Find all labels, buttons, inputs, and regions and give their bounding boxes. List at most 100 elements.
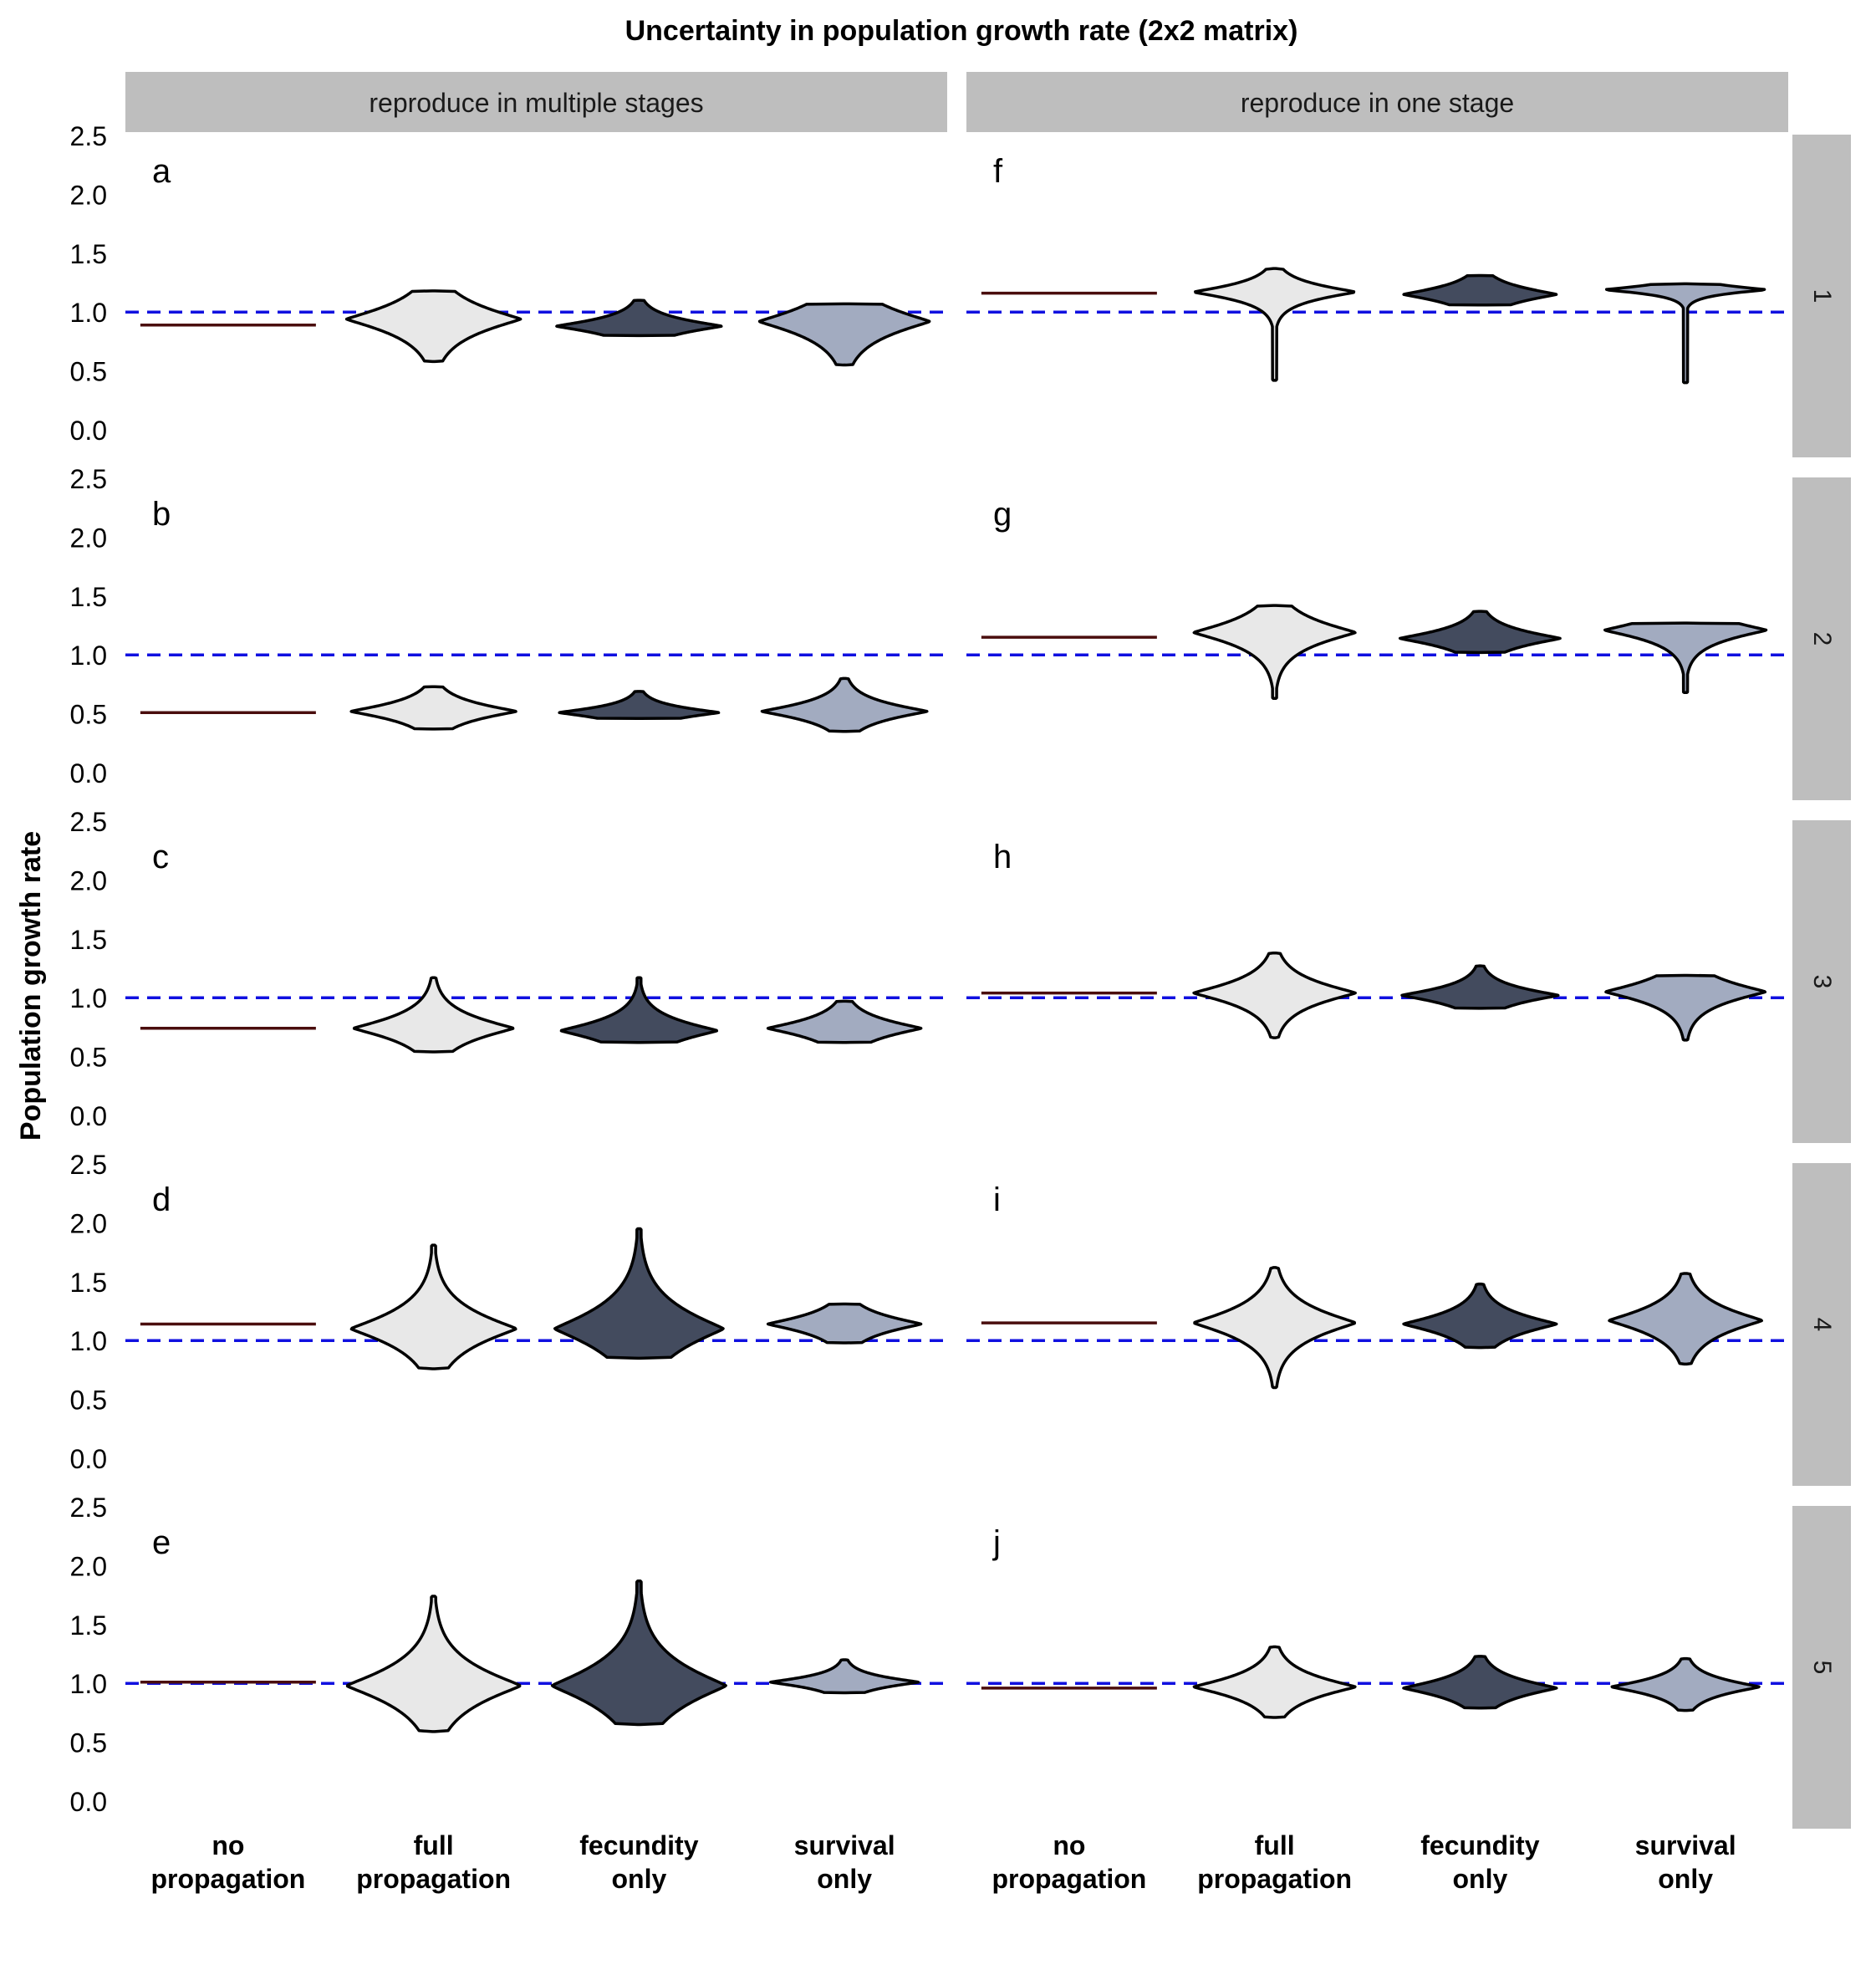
panel-label: b [152,496,171,533]
column-strip [125,72,947,132]
panel-label: f [993,153,1003,190]
row-strip [1792,1506,1851,1829]
x-tick-label: survival only [794,1830,895,1894]
y-tick-label: 0.5 [70,700,107,730]
y-tick-label: 2.0 [70,180,107,210]
violin [760,676,929,733]
violin [1603,621,1768,695]
y-tick-label: 0.5 [70,357,107,387]
violin [344,289,523,364]
chart-panel: a [125,153,947,367]
chart-panel: e [125,1524,947,1733]
violin [1402,1282,1558,1350]
violin [555,299,723,338]
y-tick-label: 1.5 [70,1610,107,1641]
x-tick-line: fecundity [1420,1830,1539,1860]
violin [1192,1645,1357,1719]
x-tick-label: fecundity only [579,1830,698,1894]
y-tick-label: 2.0 [70,523,107,553]
row-strip-label: 3 [1808,975,1836,989]
violin [1192,604,1357,701]
chart-panel: d [125,1181,947,1370]
row-strip-label: 2 [1808,632,1836,646]
y-tick-label: 2.0 [70,865,107,896]
x-tick-label: fecundity only [1420,1830,1539,1894]
y-tick-label: 2.0 [70,1208,107,1238]
x-tick-line: no [1053,1830,1085,1860]
violin [1402,273,1558,307]
violin [1402,1655,1558,1710]
x-tick-line: propagation [150,1864,305,1894]
violin [1193,1266,1357,1390]
violin [349,685,517,731]
y-tick-label: 0.0 [70,758,107,788]
x-tick-line: full [1255,1830,1295,1860]
violin [1192,951,1357,1039]
x-tick-label: full propagation [1197,1830,1352,1894]
x-tick-line: only [611,1864,666,1894]
x-tick-label: survival only [1635,1830,1736,1894]
row-strip [1792,820,1851,1143]
y-tick-label: 2.5 [70,807,107,837]
x-tick-line: full [414,1830,454,1860]
x-tick-line: no [212,1830,244,1860]
chart-title: Uncertainty in population growth rate (2… [625,15,1298,47]
row-strip-label: 4 [1808,1318,1836,1332]
y-tick-label: 1.0 [70,1669,107,1699]
x-axis-labels: no propagation full propagation fecundity onl… [150,1830,1736,1894]
y-axis-label: Population growth rate [15,831,47,1141]
column-strip-label: reproduce in multiple stages [369,88,703,118]
violin [550,1579,727,1727]
y-tick-label: 1.5 [70,925,107,955]
x-tick-line: survival [1635,1830,1736,1860]
y-tick-label: 2.5 [70,121,107,151]
y-tick-label: 1.5 [70,239,107,269]
y-tick-label: 1.0 [70,983,107,1013]
y-tick-label: 1.5 [70,582,107,612]
column-strip-label: reproduce in one stage [1241,88,1514,118]
column-strip [966,72,1788,132]
y-tick-label: 2.0 [70,1551,107,1581]
y-tick-label: 1.0 [70,640,107,671]
chart-panel: f [966,153,1788,385]
y-tick-label: 0.0 [70,416,107,446]
x-tick-line: only [817,1864,872,1894]
violin [558,690,721,720]
violin [1608,1272,1763,1366]
chart-panel: c [125,839,947,1054]
row-strip-label: 5 [1808,1661,1836,1675]
x-tick-line: only [1658,1864,1713,1894]
panel-label: a [152,153,171,190]
violin [766,1302,923,1345]
y-tick-label: 0.5 [70,1728,107,1758]
panel-label: g [993,496,1012,533]
violin [349,1243,517,1370]
violin [1604,282,1766,385]
x-tick-line: propagation [356,1864,511,1894]
y-tick-label: 0.0 [70,1787,107,1817]
violin [768,1658,920,1695]
y-tick-label: 2.5 [70,1493,107,1523]
panel-label: e [152,1524,171,1561]
violin [757,302,931,367]
y-tick-label: 0.5 [70,1043,107,1073]
chart-panel: b [125,496,947,733]
violin [1194,267,1356,382]
x-tick-label: full propagation [356,1830,511,1894]
row-strip-label: 1 [1808,289,1836,304]
violin [1398,610,1562,655]
violin [1610,1656,1761,1712]
row-strip [1792,135,1851,457]
row-strip [1792,477,1851,800]
x-tick-label: no propagation [992,1830,1146,1894]
panel-label: d [152,1181,171,1218]
panel-label: j [992,1524,1001,1561]
x-tick-line: fecundity [579,1830,698,1860]
violin [553,1227,725,1360]
violin [766,999,923,1044]
panel-label: i [993,1181,1001,1218]
violin [559,976,719,1044]
x-tick-line: survival [794,1830,895,1860]
chart-panel: h [966,839,1788,1042]
